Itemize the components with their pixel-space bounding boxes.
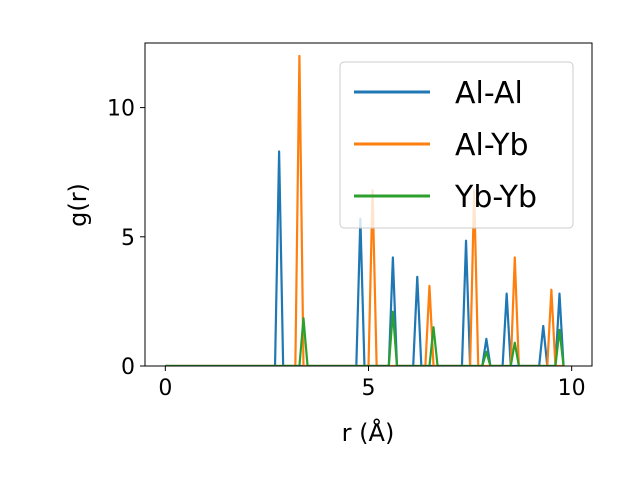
y-tick-label: 10 — [107, 97, 135, 122]
x-tick-label: 10 — [558, 376, 586, 401]
y-axis-ticks: 0 5 10 — [107, 97, 145, 380]
legend-label-al-yb: Al-Yb — [455, 128, 529, 163]
legend-label-al-al: Al-Al — [455, 76, 523, 111]
x-axis-ticks: 0 5 10 — [158, 366, 586, 401]
y-tick-label: 0 — [121, 355, 135, 380]
x-tick-label: 5 — [362, 376, 376, 401]
y-tick-label: 5 — [121, 226, 135, 251]
x-tick-label: 0 — [158, 376, 172, 401]
y-axis-label: g(r) — [64, 183, 92, 227]
x-axis-label: r (Å) — [342, 418, 395, 447]
legend: Al-Al Al-Yb Yb-Yb — [339, 61, 574, 229]
series-line-al-al — [165, 150, 565, 366]
legend-frame — [339, 61, 574, 229]
legend-label-yb-yb: Yb-Yb — [454, 180, 537, 215]
series-layer — [165, 54, 565, 366]
